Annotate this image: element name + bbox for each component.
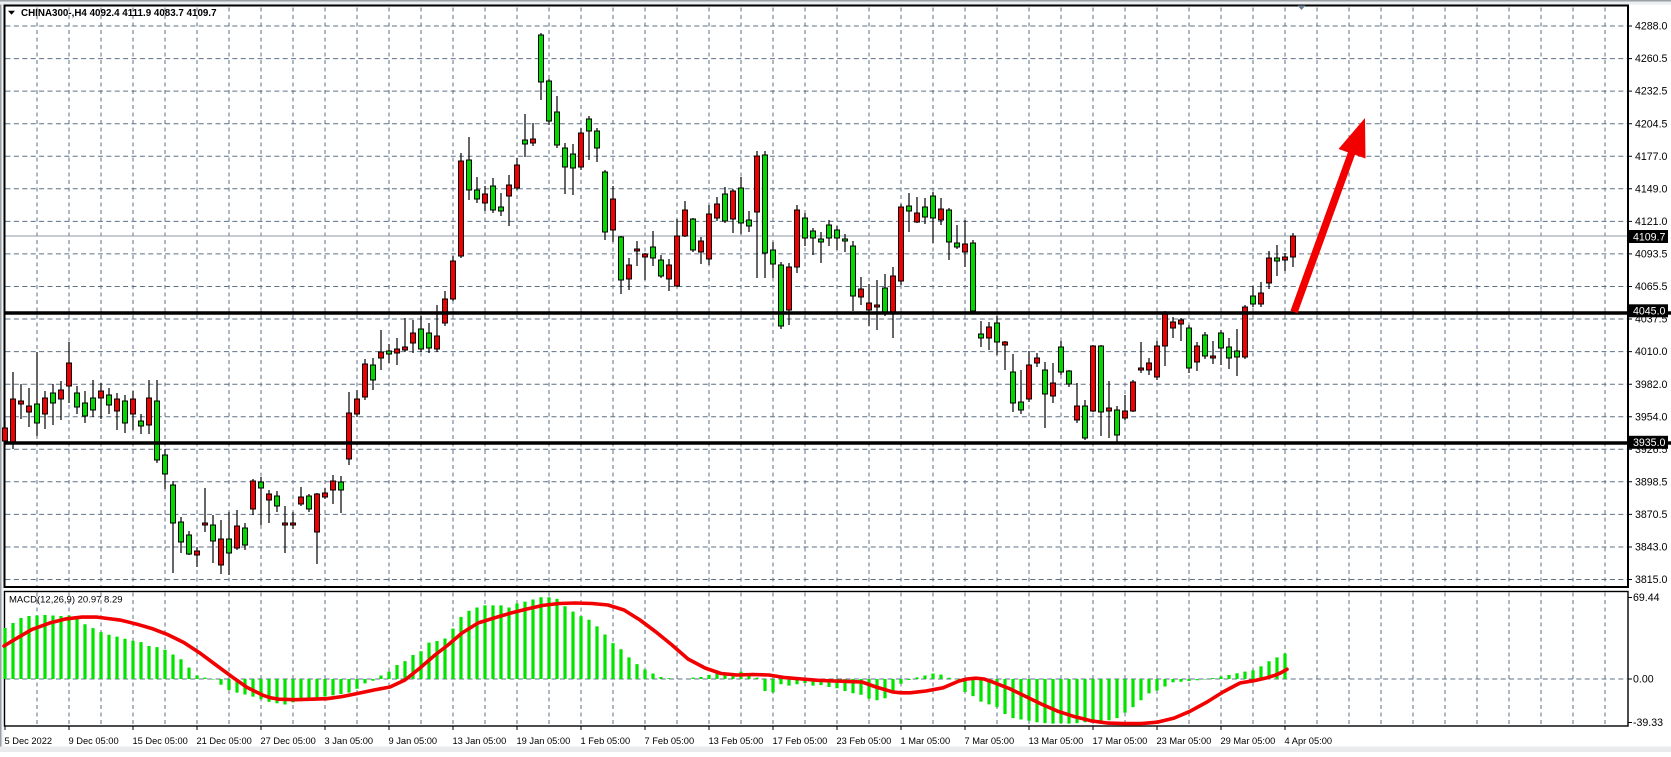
svg-text:4260.5: 4260.5 — [1635, 53, 1668, 65]
svg-text:4045.0: 4045.0 — [1633, 306, 1666, 318]
svg-text:3815.0: 3815.0 — [1635, 574, 1668, 586]
svg-text:9 Jan 05:00: 9 Jan 05:00 — [389, 736, 438, 746]
svg-text:17 Mar 05:00: 17 Mar 05:00 — [1093, 736, 1148, 746]
svg-text:23 Feb 05:00: 23 Feb 05:00 — [837, 736, 892, 746]
svg-text:13 Mar 05:00: 13 Mar 05:00 — [1029, 736, 1084, 746]
svg-text:3954.0: 3954.0 — [1635, 411, 1668, 423]
svg-text:3870.5: 3870.5 — [1635, 509, 1668, 521]
svg-text:3982.0: 3982.0 — [1635, 379, 1668, 391]
svg-text:7 Mar 05:00: 7 Mar 05:00 — [965, 736, 1015, 746]
svg-text:4232.5: 4232.5 — [1635, 86, 1668, 98]
svg-text:4 Apr 05:00: 4 Apr 05:00 — [1285, 736, 1333, 746]
svg-text:4093.5: 4093.5 — [1635, 249, 1668, 261]
svg-text:4177.0: 4177.0 — [1635, 151, 1668, 163]
svg-text:5 Dec 2022: 5 Dec 2022 — [5, 736, 53, 746]
svg-text:15 Dec 05:00: 15 Dec 05:00 — [133, 736, 188, 746]
svg-text:19 Jan 05:00: 19 Jan 05:00 — [517, 736, 571, 746]
svg-text:13 Feb 05:00: 13 Feb 05:00 — [709, 736, 764, 746]
svg-text:21 Dec 05:00: 21 Dec 05:00 — [197, 736, 252, 746]
svg-text:1 Feb 05:00: 1 Feb 05:00 — [581, 736, 631, 746]
svg-text:1 Mar 05:00: 1 Mar 05:00 — [901, 736, 951, 746]
svg-text:3898.5: 3898.5 — [1635, 476, 1668, 488]
svg-text:4204.5: 4204.5 — [1635, 118, 1668, 130]
svg-text:3 Jan 05:00: 3 Jan 05:00 — [325, 736, 374, 746]
svg-text:CHINA300-,H4 4092.4 4111.9 40: CHINA300-,H4 4092.4 4111.9 4083.7 4109.7 — [21, 8, 217, 19]
svg-text:4149.0: 4149.0 — [1635, 183, 1668, 195]
svg-text:-39.33: -39.33 — [1633, 717, 1663, 729]
svg-text:4109.7: 4109.7 — [1633, 231, 1666, 243]
svg-text:27 Dec 05:00: 27 Dec 05:00 — [261, 736, 316, 746]
svg-text:9 Dec 05:00: 9 Dec 05:00 — [69, 736, 119, 746]
svg-text:7 Feb 05:00: 7 Feb 05:00 — [645, 736, 695, 746]
svg-text:4288.0: 4288.0 — [1635, 21, 1668, 33]
svg-text:0.00: 0.00 — [1633, 674, 1654, 686]
svg-text:69.44: 69.44 — [1633, 592, 1660, 604]
svg-text:4065.5: 4065.5 — [1635, 281, 1668, 293]
svg-text:3935.0: 3935.0 — [1633, 437, 1666, 449]
svg-text:23 Mar 05:00: 23 Mar 05:00 — [1157, 736, 1212, 746]
svg-text:MACD(12,26,9) 20.97 8.29: MACD(12,26,9) 20.97 8.29 — [9, 595, 123, 606]
svg-text:4121.0: 4121.0 — [1635, 216, 1668, 228]
svg-text:13 Jan 05:00: 13 Jan 05:00 — [453, 736, 507, 746]
svg-text:17 Feb 05:00: 17 Feb 05:00 — [773, 736, 828, 746]
svg-text:4010.0: 4010.0 — [1635, 346, 1668, 358]
svg-text:29 Mar 05:00: 29 Mar 05:00 — [1221, 736, 1276, 746]
svg-text:3843.0: 3843.0 — [1635, 542, 1668, 554]
